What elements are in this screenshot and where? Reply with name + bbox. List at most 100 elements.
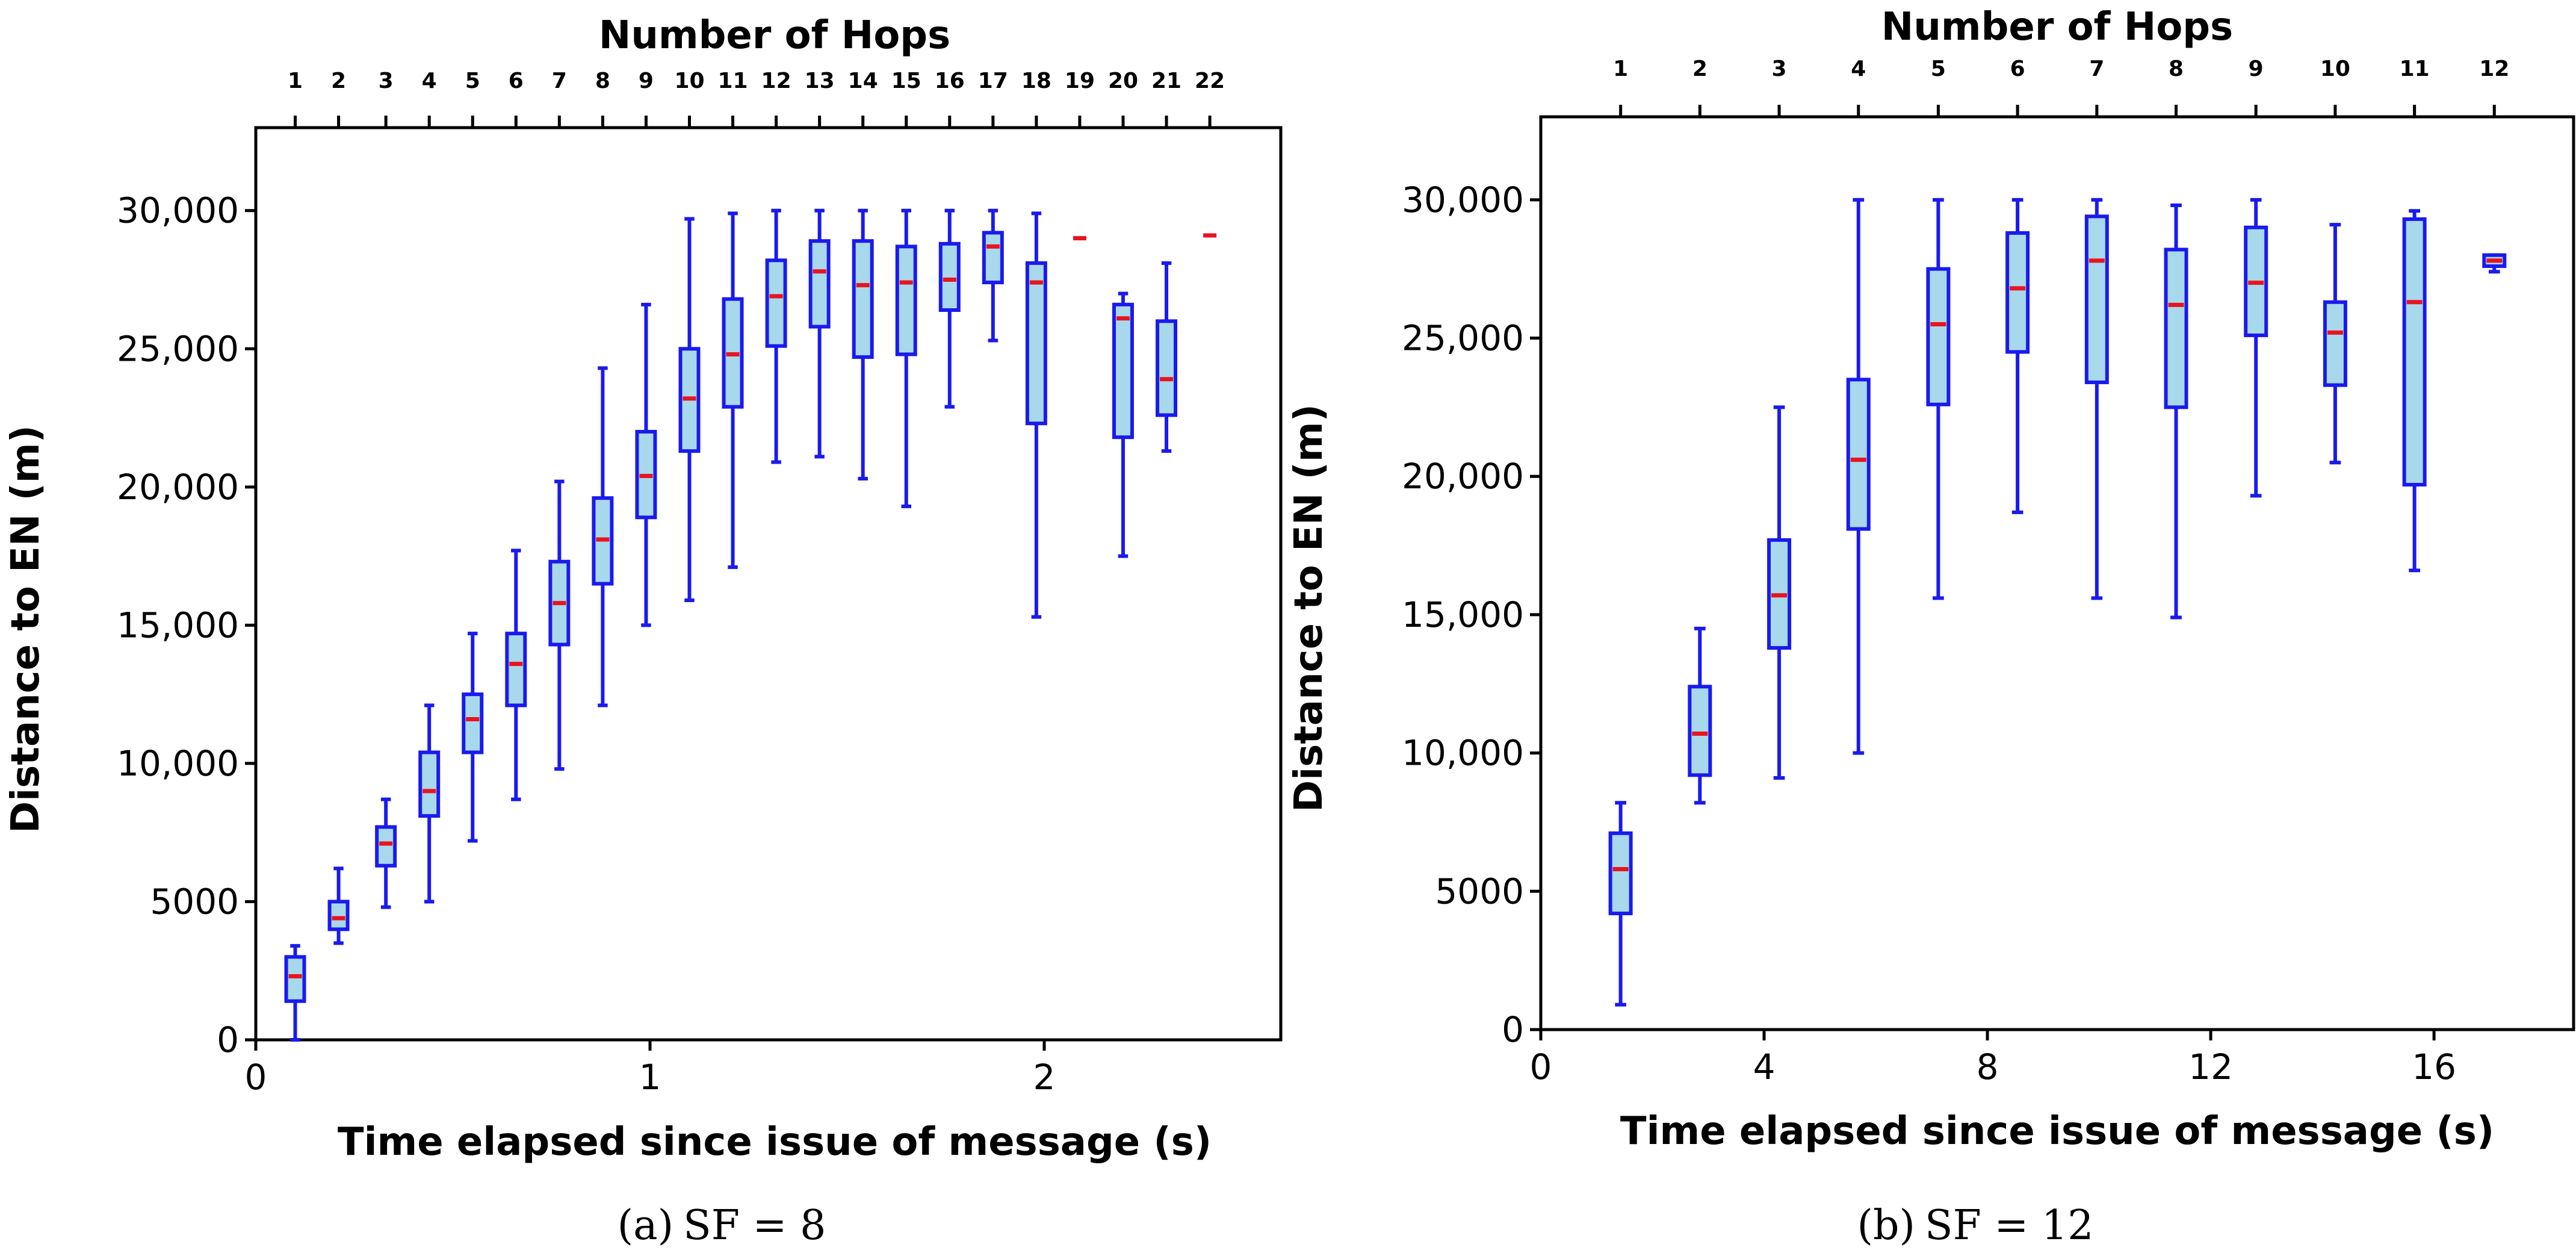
panel-b-iqr-box (2323, 300, 2347, 387)
panel-a-box-hop-8: 8 (592, 69, 614, 707)
panel-a-hop-label: 15 (891, 69, 921, 93)
panel-a-y-tick-label: 5000 (150, 881, 239, 922)
panel-a-hop-label: 6 (509, 69, 524, 93)
panel-b-hop-label: 12 (2479, 57, 2509, 81)
panel-a-hop-label: 9 (639, 69, 654, 93)
panel-a-box-hop-16: 16 (935, 69, 965, 409)
panel-a-caption: (a) SF = 8 (618, 1202, 826, 1249)
panel-a-box-hop-21: 21 (1151, 69, 1181, 453)
panel-a-hop-label: 17 (978, 69, 1008, 93)
panel-a-top-title: Number of Hops (599, 13, 950, 58)
panel-a-box-hop-10: 10 (674, 69, 705, 603)
panel-a-y-tick-label: 15,000 (117, 605, 239, 645)
panel-b-box-hop-10: 10 (2320, 57, 2350, 465)
panel-a-iqr-box (1025, 261, 1047, 426)
panel-b-caption: (b) SF = 12 (1857, 1202, 2093, 1249)
panel-a-box-hop-17: 17 (978, 69, 1008, 343)
panel-b-y-tick-label: 20,000 (1402, 456, 1524, 497)
panel-b-box-hop-2: 2 (1688, 57, 1712, 805)
panel-b-y-axis-title: Distance to EN (m) (1287, 404, 1331, 812)
panel-a-y-tick-label: 30,000 (117, 190, 239, 231)
panel-a-iqr-box (418, 750, 441, 818)
panel-b-iqr-box (2005, 231, 2030, 354)
panel-a-iqr-box (284, 955, 306, 1003)
panel-a-box-hop-5: 5 (462, 69, 484, 843)
panel-a-box-hop-13: 13 (805, 69, 835, 459)
panel-b-iqr-box (2164, 247, 2188, 409)
panel-a-hop-label: 20 (1108, 69, 1138, 93)
panel-b-hop-label: 8 (2169, 57, 2184, 81)
panel-a-chart: Number of Hops Time elapsed since issue … (4, 13, 1283, 1249)
panel-b-box-hop-9: 9 (2244, 57, 2268, 498)
panel-b-hop-label: 7 (2089, 57, 2104, 81)
panel-a-hop-label: 5 (465, 69, 480, 93)
panel-b-plot-frame (1539, 115, 2575, 1031)
panel-a-iqr-box (505, 632, 527, 707)
panel-a-hop-label: 12 (761, 69, 791, 93)
panel-a-x-tick-label: 0 (245, 1057, 267, 1098)
panel-b-hop-label: 11 (2400, 57, 2430, 81)
panel-a-plot-frame (254, 126, 1283, 1042)
panel-a-x-tick-label: 1 (639, 1057, 661, 1098)
panel-b-hop-label: 3 (1772, 57, 1787, 81)
panel-b-hop-label: 2 (1692, 57, 1708, 81)
panel-a-hop-label: 2 (331, 69, 346, 93)
panel-a-box-hop-15: 15 (891, 69, 921, 508)
panel-b-iqr-box (2402, 217, 2427, 487)
panel-a-hop-label: 8 (595, 69, 610, 93)
panel-b-box-hop-3: 3 (1767, 57, 1792, 780)
panel-a-iqr-box (1156, 319, 1178, 417)
panel-a-iqr-box (852, 239, 874, 359)
panel-a-box-hop-14: 14 (848, 69, 878, 481)
panel-b-y-tick-label: 5000 (1435, 871, 1524, 912)
panel-a-hop-label: 13 (805, 69, 835, 93)
panel-b-hop-label: 4 (1851, 57, 1866, 81)
panel-b-iqr-box (1846, 378, 1871, 531)
panel-b-y-tick-label: 0 (1502, 1009, 1524, 1050)
panel-b-box-hop-1: 1 (1608, 57, 1633, 1007)
panel-a-box-hop-1: 1 (284, 69, 306, 1042)
panel-a-box-hop-19: 19 (1065, 69, 1095, 241)
panel-a-y-tick-label: 0 (217, 1019, 239, 1060)
panel-b-box-hop-11: 11 (2400, 57, 2430, 573)
panel-a-box-hop-9: 9 (635, 69, 657, 627)
panel-b-iqr-box (1688, 685, 1712, 777)
panel-a-y-tick-label: 10,000 (117, 743, 239, 784)
panel-b-y-tick-label: 30,000 (1402, 179, 1524, 220)
panel-b-chart: Number of Hops Time elapsed since issue … (1287, 5, 2575, 1249)
panel-b-caption-text: SF = 12 (1925, 1202, 2094, 1249)
panel-a-y-tick-label: 25,000 (117, 328, 239, 369)
panel-b-iqr-box (1926, 267, 1951, 406)
panel-a-iqr-box (808, 239, 831, 329)
panel-a-y-axis-title: Distance to EN (m) (4, 425, 48, 833)
panel-a-x-tick-label: 2 (1033, 1057, 1056, 1098)
panel-a-hop-label: 19 (1065, 69, 1095, 93)
panel-b-hop-label: 10 (2320, 57, 2350, 81)
panel-a-caption-text: SF = 8 (683, 1202, 826, 1249)
panel-a-box-hop-12: 12 (761, 69, 791, 464)
panel-b-x-tick-label: 8 (1977, 1046, 1999, 1087)
panel-a-box-hop-18: 18 (1021, 69, 1051, 619)
panel-a-iqr-box (938, 241, 961, 312)
panel-a-hop-label: 14 (848, 69, 878, 93)
panel-b-iqr-box (1608, 831, 1633, 916)
panel-a-hop-label: 11 (717, 69, 748, 93)
panel-a-box-hop-2: 2 (327, 69, 350, 945)
panel-a-box-hop-7: 7 (548, 69, 571, 771)
panel-b-box-hop-8: 8 (2164, 57, 2188, 620)
panel-a-hop-label: 21 (1151, 69, 1181, 93)
panel-b-x-tick-label: 4 (1753, 1046, 1776, 1087)
panel-b-hop-label: 5 (1931, 57, 1946, 81)
panel-b-box-hop-4: 4 (1846, 57, 1871, 755)
panel-a-box-hop-4: 4 (418, 69, 441, 904)
panel-a-x-axis-title: Time elapsed since issue of message (s) (338, 1120, 1212, 1164)
panel-b-hop-label: 9 (2249, 57, 2264, 81)
panel-a-iqr-box (327, 900, 350, 931)
panel-b-box-hop-6: 6 (2005, 57, 2030, 514)
panel-a-iqr-box (765, 258, 787, 348)
panel-b-box-hop-5: 5 (1926, 57, 1951, 600)
panel-a-hop-label: 22 (1195, 69, 1225, 93)
panel-b-y-tick-label: 15,000 (1402, 594, 1524, 635)
